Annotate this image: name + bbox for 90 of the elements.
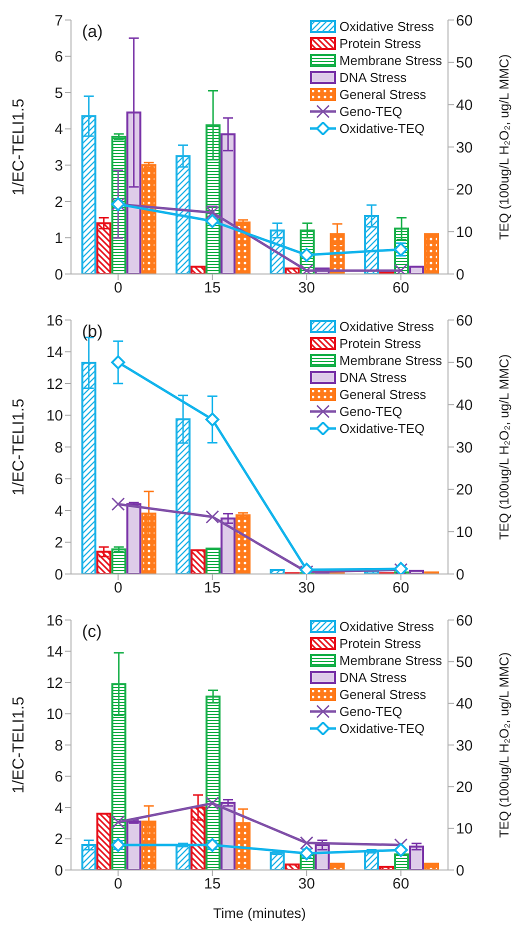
y-tick-label: 0 (54, 566, 63, 584)
y2-tick-label: 0 (456, 266, 464, 284)
y2-tick-label: 60 (456, 12, 473, 30)
x-tick-label: 30 (298, 280, 315, 297)
y-tick-label: 14 (46, 644, 63, 661)
y-tick-label: 0 (54, 266, 63, 284)
x-axis-title: Time (minutes) (213, 905, 306, 921)
legend-label: Geno-TEQ (339, 703, 402, 720)
y2-tick-label: 40 (456, 696, 473, 713)
y2-tick-label: 30 (456, 139, 473, 156)
y-tick-label: 4 (54, 502, 63, 520)
x-tick-label: 60 (392, 280, 410, 297)
y2-tick-label: 20 (456, 778, 473, 796)
legend-label: DNA Stress (339, 69, 407, 86)
y2-tick-label: 0 (456, 862, 464, 880)
legend-label: Protein Stress (339, 635, 422, 652)
x-tick-label: 0 (114, 876, 122, 893)
y-tick-label: 7 (54, 12, 63, 30)
legend-label: DNA Stress (339, 369, 407, 386)
y-tick-label: 10 (46, 408, 63, 425)
y-axis-title: 1/EC-TELI1.5 (10, 696, 28, 794)
legend-label: Oxidative-TEQ (339, 420, 425, 437)
y2-tick-label: 20 (456, 482, 473, 499)
legend-label: Oxidative-TEQ (339, 720, 425, 737)
y-tick-label: 2 (54, 534, 63, 552)
legend-label: General Stress (339, 86, 426, 103)
y2-tick-label: 20 (456, 182, 473, 199)
legend-label: Membrane Stress (339, 52, 442, 69)
y-axis-title: 1/EC-TELI1.5 (10, 398, 28, 496)
y-tick-label: 8 (54, 439, 63, 456)
x-tick-label: 0 (114, 580, 122, 597)
legend-label: Oxidative-TEQ (339, 120, 425, 137)
annotation: (a) (82, 22, 103, 42)
y2-axis-title: TEQ (100ug/L H₂O₂, ug/L MMC) (496, 354, 512, 540)
legend-label: Geno-TEQ (339, 103, 402, 120)
y-tick-label: 16 (46, 312, 63, 330)
legend-label: General Stress (339, 686, 426, 703)
x-tick-label: 15 (204, 280, 221, 297)
annotation: (b) (82, 322, 103, 342)
y-tick-label: 1 (54, 230, 63, 248)
legend-label: Protein Stress (339, 335, 422, 352)
x-tick-label: 0 (114, 280, 122, 297)
y-tick-label: 12 (46, 674, 63, 692)
y2-tick-label: 10 (456, 224, 473, 241)
y-tick-label: 8 (54, 737, 63, 754)
x-tick-label: 15 (204, 580, 221, 597)
y-tick-label: 0 (54, 862, 63, 880)
x-tick-label: 30 (298, 580, 315, 597)
y2-tick-label: 50 (456, 654, 473, 671)
legend-label: Protein Stress (339, 35, 422, 52)
x-tick-label: 30 (298, 876, 315, 893)
legend-label: Oxidative Stress (339, 318, 434, 335)
legend-label: Geno-TEQ (339, 403, 402, 420)
legend-label: DNA Stress (339, 669, 407, 686)
y2-tick-label: 60 (456, 612, 473, 630)
y-tick-label: 6 (54, 768, 63, 786)
y2-tick-label: 40 (456, 96, 473, 114)
y2-axis-title: TEQ (100ug/L H₂O₂, ug/L MMC) (496, 54, 512, 240)
legend-label: Oxidative Stress (339, 18, 434, 35)
y-tick-label: 5 (54, 84, 63, 102)
y2-tick-label: 0 (456, 566, 464, 584)
y-tick-label: 6 (54, 471, 63, 488)
y-tick-label: 2 (54, 831, 63, 848)
y2-tick-label: 30 (456, 737, 473, 754)
y-tick-label: 16 (46, 612, 63, 630)
x-tick-label: 60 (392, 580, 410, 597)
x-tick-label: 60 (392, 876, 410, 893)
y-tick-label: 2 (54, 194, 63, 211)
y2-tick-label: 10 (456, 524, 473, 541)
annotation: (c) (82, 622, 102, 642)
y-tick-label: 4 (54, 121, 63, 138)
y2-tick-label: 40 (456, 396, 473, 414)
y2-tick-label: 60 (456, 312, 473, 330)
legend-label: Membrane Stress (339, 652, 442, 669)
legend-label: Membrane Stress (339, 352, 442, 369)
y2-tick-label: 50 (456, 354, 473, 372)
y-axis-title: 1/EC-TELI1.5 (10, 98, 28, 196)
y2-axis-title: TEQ (100ug/L H₂O₂, ug/L MMC) (496, 652, 512, 838)
legend-label: Oxidative Stress (339, 618, 434, 635)
y-tick-label: 6 (54, 48, 63, 66)
y-tick-label: 12 (46, 376, 63, 393)
y2-tick-label: 10 (456, 820, 473, 838)
y-tick-label: 4 (54, 800, 63, 817)
y-tick-label: 14 (46, 344, 63, 362)
y-tick-label: 3 (54, 157, 63, 174)
legend-label: General Stress (339, 386, 426, 403)
y2-tick-label: 30 (456, 439, 473, 456)
x-tick-label: 15 (204, 876, 221, 893)
y2-tick-label: 50 (456, 54, 473, 72)
y-tick-label: 10 (46, 706, 63, 724)
